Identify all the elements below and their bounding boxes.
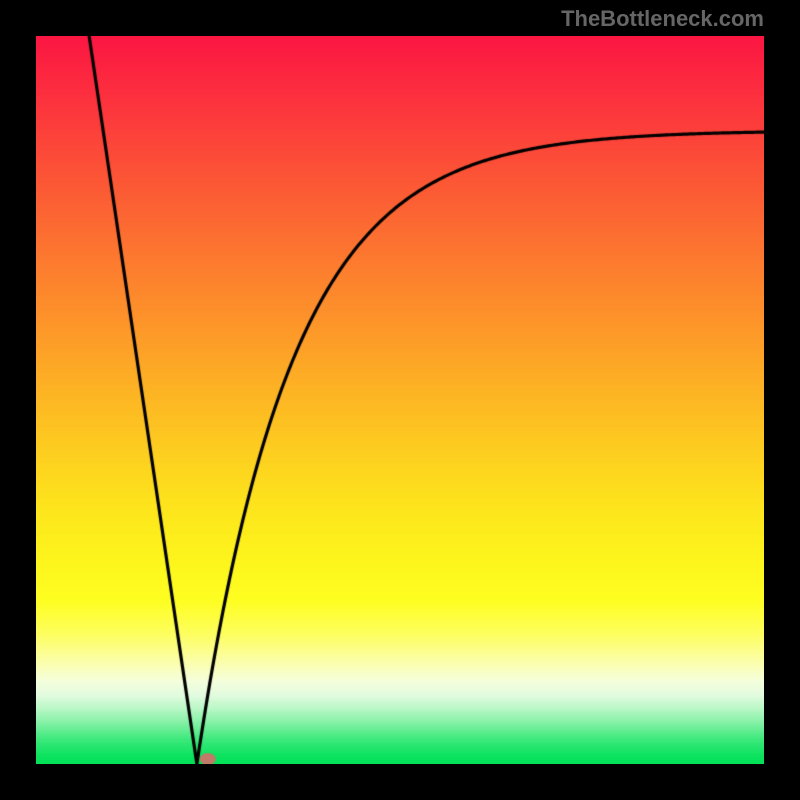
- chart-container: TheBottleneck.com: [0, 0, 800, 800]
- plot-area: [36, 36, 764, 764]
- watermark-label: TheBottleneck.com: [561, 6, 764, 32]
- bottleneck-curve: [36, 36, 764, 764]
